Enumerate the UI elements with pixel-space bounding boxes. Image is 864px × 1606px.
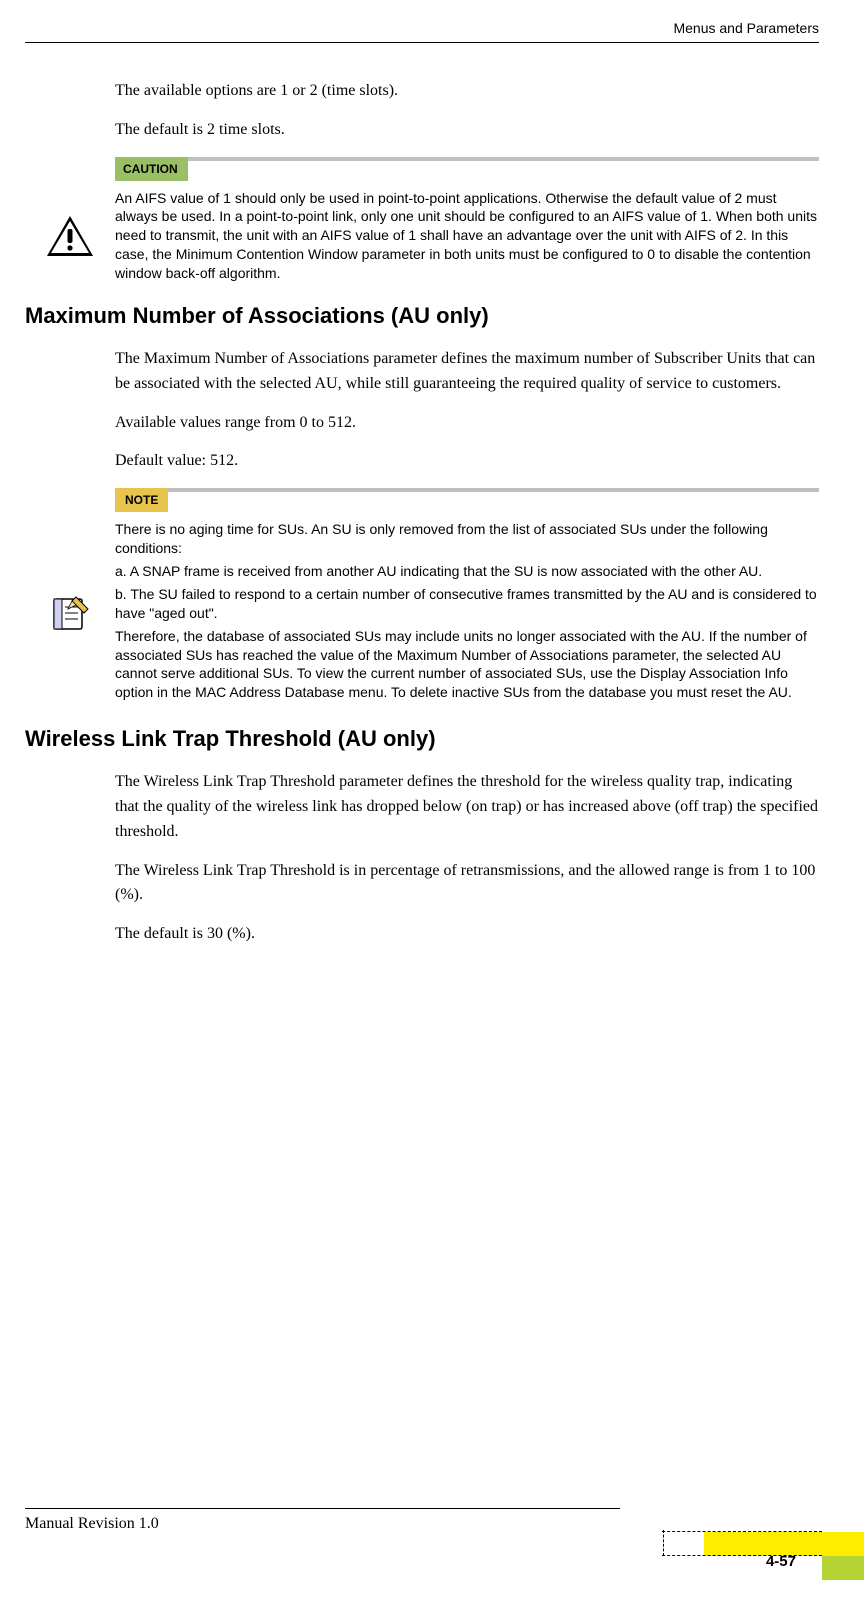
section1-p1: The Maximum Number of Associations param… (115, 347, 819, 397)
section2-p2: The Wireless Link Trap Threshold is in p… (115, 859, 819, 909)
caution-callout: An AIFS value of 1 should only be used i… (25, 189, 819, 283)
intro-paragraph-1: The available options are 1 or 2 (time s… (115, 79, 819, 104)
edge-decoration (664, 1532, 864, 1580)
footer-rule (25, 1508, 620, 1509)
section2-p1: The Wireless Link Trap Threshold paramet… (115, 770, 819, 844)
section-heading-max-assoc: Maximum Number of Associations (AU only) (25, 303, 819, 329)
note-label: NOTE (115, 488, 168, 512)
note-p1: There is no aging time for SUs. An SU is… (115, 520, 819, 558)
note-callout: There is no aging time for SUs. An SU is… (25, 520, 819, 706)
note-icon (25, 591, 115, 635)
caution-text: An AIFS value of 1 should only be used i… (115, 189, 819, 283)
caution-stripe (188, 157, 819, 161)
note-p2: a. A SNAP frame is received from another… (115, 562, 819, 581)
caution-label-row: CAUTION (115, 157, 819, 181)
section2-p3: The default is 30 (%). (115, 922, 819, 947)
note-stripe (168, 488, 819, 492)
section1-p2: Available values range from 0 to 512. (115, 411, 819, 436)
header-title: Menus and Parameters (673, 20, 819, 36)
warning-icon (25, 214, 115, 258)
section-heading-trap-threshold: Wireless Link Trap Threshold (AU only) (25, 726, 819, 752)
page: Menus and Parameters The available optio… (0, 0, 864, 1606)
note-p4: Therefore, the database of associated SU… (115, 627, 819, 703)
intro-paragraph-2: The default is 2 time slots. (115, 118, 819, 143)
page-header: Menus and Parameters (25, 20, 819, 43)
note-label-row: NOTE (115, 488, 819, 512)
caution-label: CAUTION (115, 157, 188, 181)
section1-p3: Default value: 512. (115, 449, 819, 474)
note-p3: b. The SU failed to respond to a certain… (115, 585, 819, 623)
